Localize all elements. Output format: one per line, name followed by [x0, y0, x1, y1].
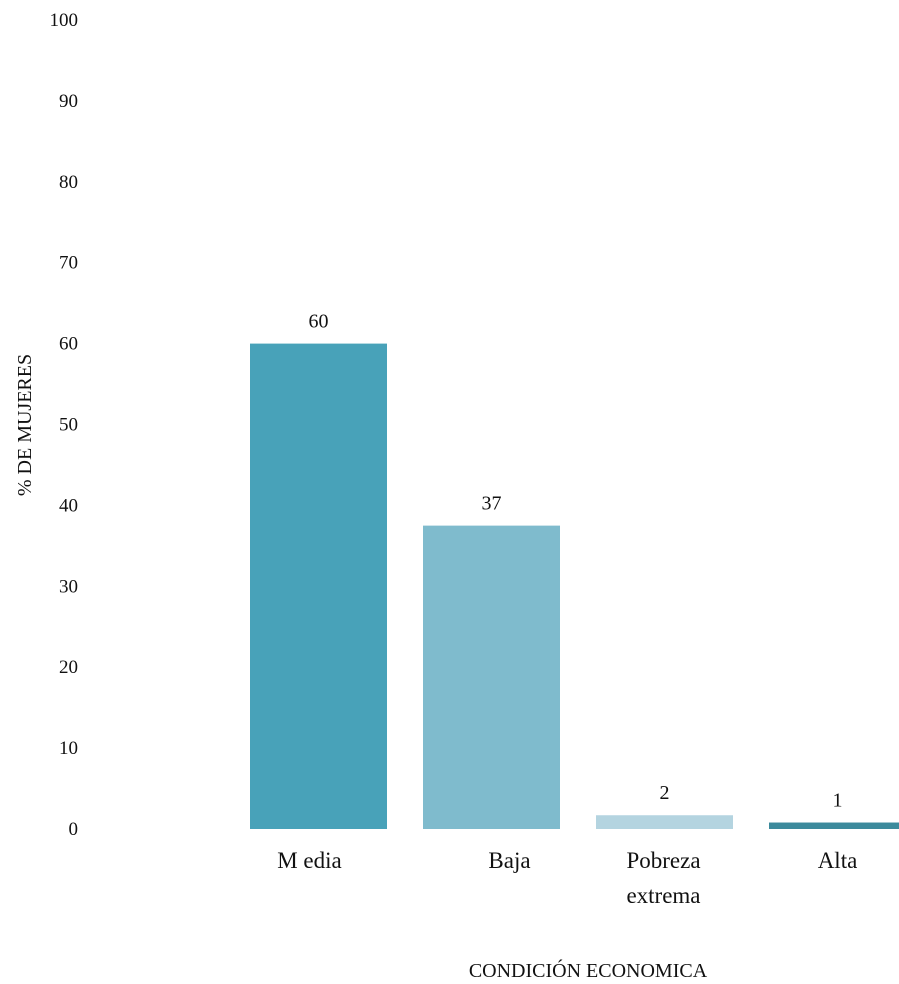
y-tick-label: 30: [59, 576, 78, 597]
y-tick-label: 100: [50, 10, 79, 31]
x-category-label: Baja: [488, 848, 530, 873]
y-axis-title: % DE MUJERES: [14, 354, 36, 496]
data-label: 37: [482, 493, 502, 515]
data-label: 60: [309, 311, 329, 333]
y-tick-label: 60: [59, 334, 78, 355]
y-tick-label: 0: [69, 819, 79, 840]
x-category-label: extrema: [626, 883, 700, 908]
x-category-label: Alta: [818, 848, 858, 873]
bar: [769, 822, 899, 829]
bars: [250, 343, 899, 829]
y-tick-label: 70: [59, 253, 78, 274]
y-axis-ticks: 0 10 20 30 40 50 60 70 80 90 100: [50, 10, 79, 840]
data-labels: 60 37 2 1: [309, 311, 843, 812]
data-label: 2: [660, 782, 670, 804]
bar: [423, 525, 560, 829]
x-category-label: Pobreza: [626, 848, 700, 873]
y-tick-label: 10: [59, 738, 78, 759]
data-label: 1: [833, 790, 843, 812]
y-tick-label: 40: [59, 495, 78, 516]
y-tick-label: 50: [59, 415, 78, 436]
y-tick-label: 80: [59, 172, 78, 193]
y-tick-label: 90: [59, 91, 78, 112]
x-axis-categories: M edia Baja Pobreza extrema Alta: [277, 848, 857, 908]
y-tick-label: 20: [59, 657, 78, 678]
x-axis-title: CONDICIÓN ECONOMICA: [469, 958, 708, 982]
bar: [250, 343, 387, 829]
bar: [596, 815, 733, 829]
x-category-label: M edia: [277, 848, 342, 873]
